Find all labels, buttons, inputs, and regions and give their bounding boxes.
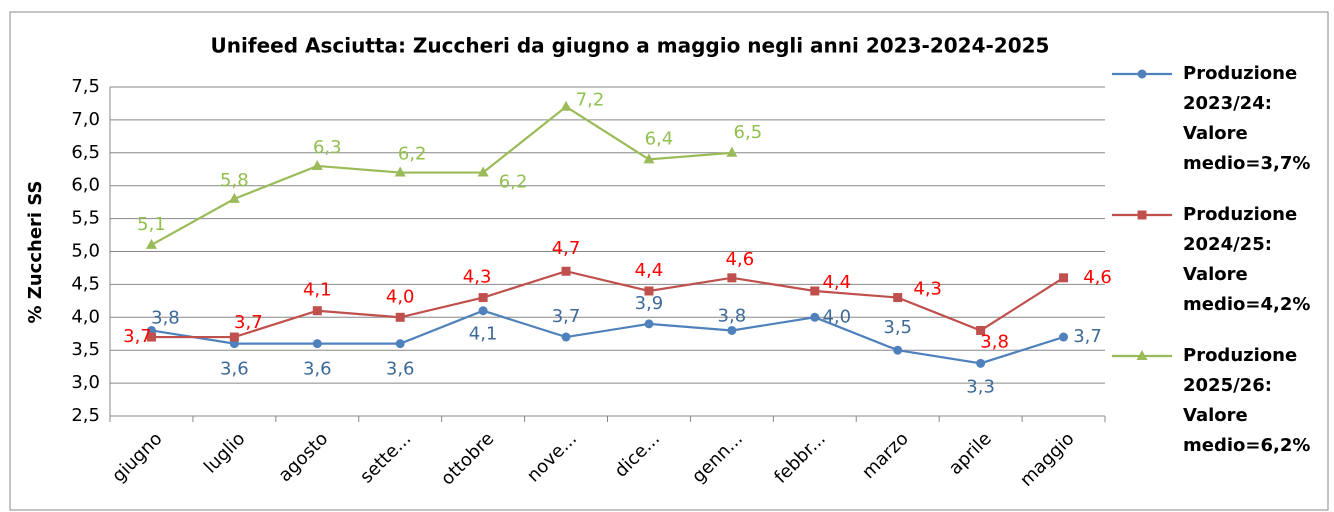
data-label: 6,2 (499, 172, 528, 193)
y-tick-label: 5,0 (71, 241, 100, 262)
point (478, 293, 488, 303)
data-label: 4,6 (726, 249, 755, 270)
data-label: 6,5 (734, 122, 763, 143)
point (1137, 69, 1147, 79)
y-tick-label: 3,0 (71, 372, 100, 393)
data-label: 3,7 (552, 306, 581, 327)
point (561, 332, 571, 342)
series-line (150, 105, 732, 246)
point (1059, 332, 1069, 342)
data-label: 4,1 (303, 280, 332, 301)
data-label: 3,7 (234, 312, 263, 333)
point (394, 166, 406, 177)
point (311, 159, 323, 170)
data-label: 3,5 (883, 317, 912, 338)
point (1059, 273, 1069, 283)
point (727, 325, 737, 335)
data-label: 4,3 (463, 267, 492, 288)
data-label: 3,6 (220, 359, 249, 380)
data-label: 5,8 (220, 170, 249, 191)
y-tick-label: 7,5 (71, 76, 100, 97)
data-label: 3,8 (980, 331, 1009, 352)
data-label: 3,8 (718, 305, 747, 326)
data-label: 5,1 (137, 214, 166, 235)
point (561, 266, 571, 276)
y-tick-label: 4,0 (71, 306, 100, 327)
series-line (151, 270, 1065, 339)
point (395, 312, 405, 322)
point (644, 319, 654, 329)
y-tick-label: 6,5 (71, 142, 100, 163)
point (312, 306, 322, 316)
data-label: 4,1 (469, 324, 498, 345)
point (560, 100, 572, 111)
chart-title: Unifeed Asciutta: Zuccheri da giugno a m… (211, 34, 1050, 58)
legend-entry: Produzione 2025/26: Valore medio=6,2% (1183, 345, 1311, 456)
y-tick-label: 4,5 (71, 273, 100, 294)
y-tick-label: 2,5 (71, 405, 100, 426)
data-label: 4,4 (822, 272, 851, 293)
data-label: 4,3 (913, 279, 942, 300)
data-label: 3,6 (386, 359, 415, 380)
point (976, 358, 986, 368)
data-label: 3,7 (1073, 326, 1102, 347)
series-line (151, 309, 1064, 365)
data-label: 3,7 (123, 326, 152, 347)
point (727, 273, 737, 283)
point (229, 332, 239, 342)
chart-border (9, 11, 1329, 511)
legend-entry: Produzione 2024/25: Valore medio=4,2% (1183, 204, 1311, 315)
data-label: 4,6 (1083, 267, 1112, 288)
y-tick-label: 3,5 (71, 339, 100, 360)
data-label: 3,3 (966, 376, 995, 397)
point (312, 339, 322, 349)
y-tick-label: 6,0 (71, 175, 100, 196)
data-label: 3,9 (635, 293, 664, 314)
data-label: 4,0 (822, 306, 851, 327)
point (1137, 210, 1147, 220)
data-label: 4,7 (552, 238, 581, 259)
point (477, 166, 489, 177)
point (644, 286, 654, 296)
point (146, 332, 156, 342)
y-tick-label: 5,5 (71, 208, 100, 229)
data-label: 7,2 (576, 90, 605, 111)
data-label: 6,4 (645, 128, 674, 149)
point (893, 345, 903, 355)
data-label: 6,3 (313, 137, 342, 158)
point (726, 146, 738, 157)
point (478, 306, 488, 316)
point (976, 325, 986, 335)
data-label: 4,4 (635, 260, 664, 281)
point (893, 293, 903, 303)
y-tick-label: 7,0 (71, 109, 100, 130)
point (395, 339, 405, 349)
point (1136, 350, 1148, 360)
data-label: 3,8 (151, 307, 180, 328)
y-axis-label: % Zuccheri SS (25, 181, 46, 324)
data-label: 6,2 (398, 144, 427, 165)
data-label: 3,6 (303, 359, 332, 380)
point (228, 192, 240, 203)
data-label: 4,0 (386, 286, 415, 307)
legend-entry: Produzione 2023/24: Valore medio=3,7% (1183, 63, 1311, 174)
point (643, 153, 655, 164)
point (810, 312, 820, 322)
point (145, 238, 157, 249)
point (810, 286, 820, 296)
